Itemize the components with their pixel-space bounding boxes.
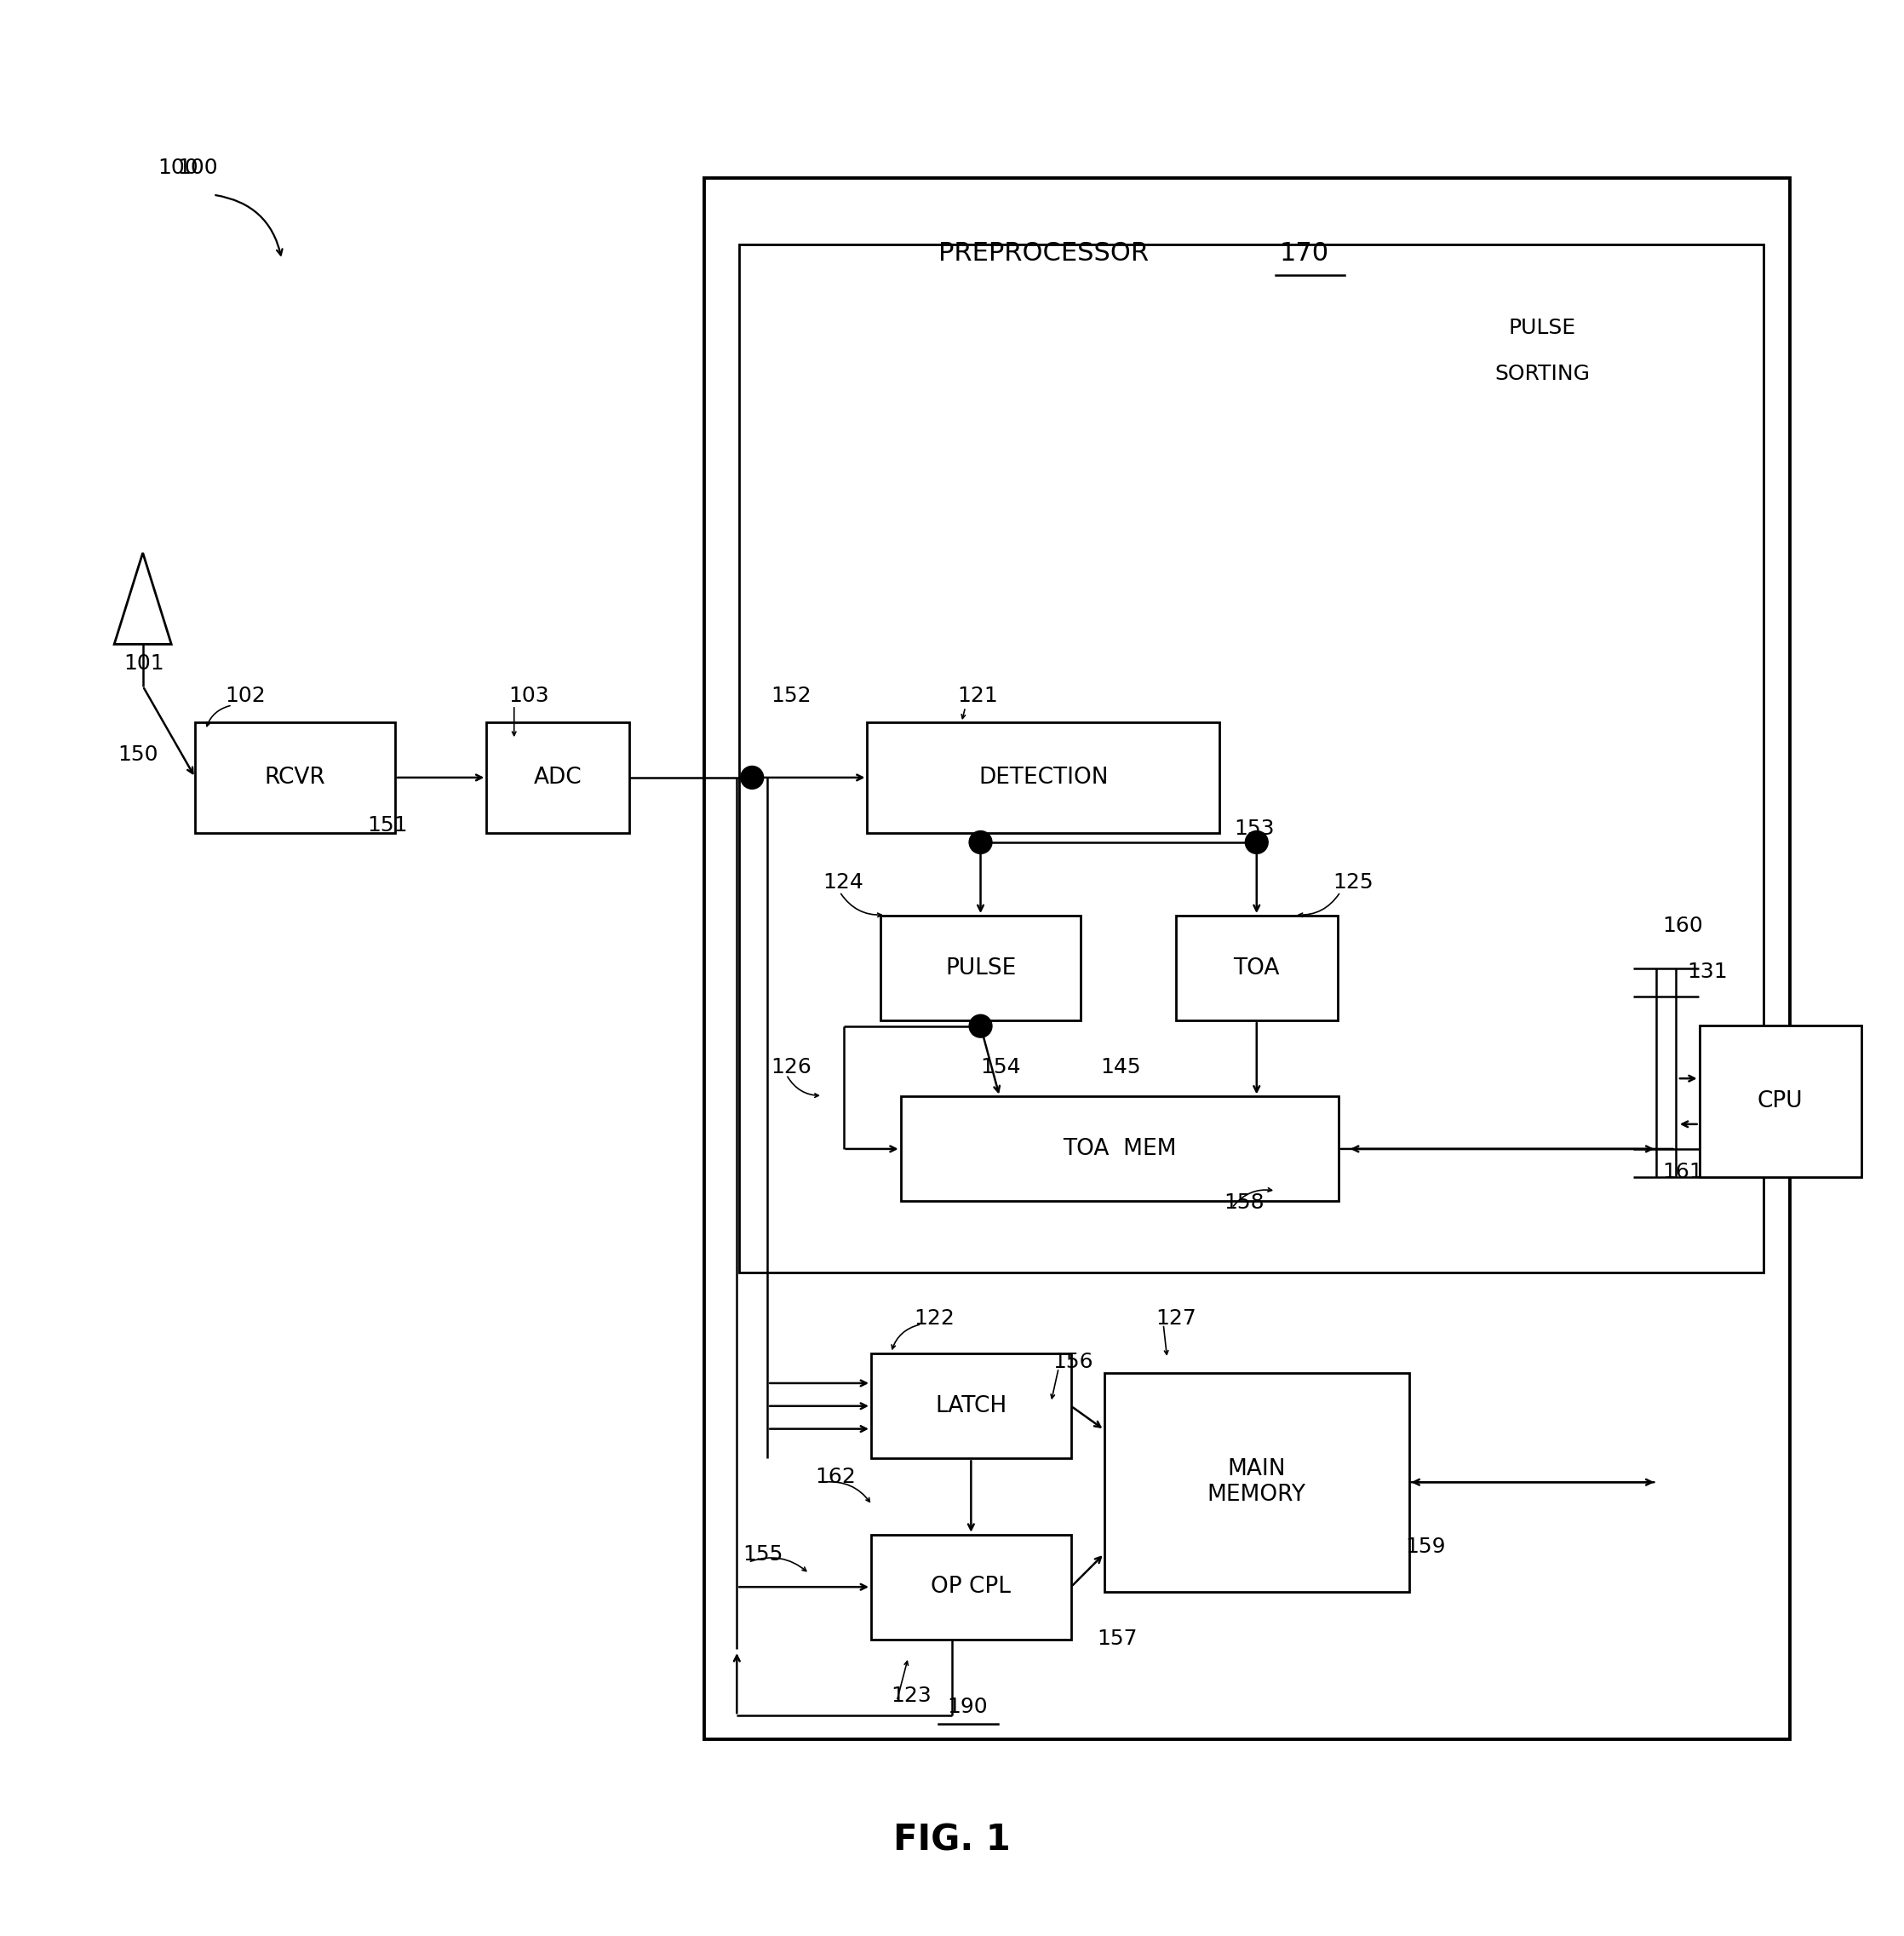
Text: 103: 103 — [508, 685, 548, 707]
Text: 154: 154 — [981, 1057, 1021, 1076]
FancyArrowPatch shape — [215, 196, 282, 256]
Circle shape — [741, 767, 764, 790]
Text: 122: 122 — [914, 1309, 954, 1328]
Text: 160: 160 — [1662, 916, 1702, 937]
FancyArrowPatch shape — [842, 894, 882, 918]
Text: 159: 159 — [1405, 1537, 1445, 1557]
FancyArrowPatch shape — [962, 709, 965, 718]
Text: 156: 156 — [1053, 1351, 1093, 1373]
FancyArrowPatch shape — [788, 1076, 819, 1098]
Text: 100: 100 — [158, 159, 198, 178]
Text: 153: 153 — [1234, 819, 1274, 838]
FancyArrowPatch shape — [1299, 894, 1339, 918]
Text: 158: 158 — [1224, 1193, 1264, 1212]
FancyArrowPatch shape — [1051, 1371, 1059, 1398]
Bar — [872, 1353, 1070, 1458]
Text: 102: 102 — [225, 685, 265, 707]
Text: 145: 145 — [1101, 1057, 1140, 1076]
Text: 170: 170 — [1279, 242, 1329, 265]
Text: LATCH: LATCH — [935, 1396, 1007, 1417]
Text: FIG. 1: FIG. 1 — [893, 1822, 1011, 1859]
FancyArrowPatch shape — [897, 1661, 908, 1700]
Text: 151: 151 — [367, 815, 407, 836]
FancyArrowPatch shape — [512, 707, 516, 736]
Text: PREPROCESSOR: PREPROCESSOR — [939, 242, 1148, 265]
Bar — [880, 916, 1081, 1020]
Circle shape — [969, 1014, 992, 1038]
Text: 161: 161 — [1662, 1162, 1702, 1183]
Text: CPU: CPU — [1757, 1090, 1803, 1113]
Text: 121: 121 — [958, 685, 998, 707]
Bar — [1177, 916, 1337, 1020]
Text: 101: 101 — [124, 652, 164, 674]
Polygon shape — [114, 554, 171, 645]
Text: 157: 157 — [1097, 1628, 1137, 1649]
Bar — [487, 722, 628, 832]
FancyArrowPatch shape — [750, 1558, 805, 1572]
Text: 162: 162 — [815, 1466, 855, 1487]
Text: 123: 123 — [891, 1686, 931, 1706]
Text: TOA: TOA — [1234, 956, 1279, 980]
FancyArrowPatch shape — [206, 707, 230, 726]
Bar — [1104, 1373, 1409, 1591]
Bar — [901, 1096, 1339, 1202]
Text: OP CPL: OP CPL — [931, 1576, 1011, 1597]
Text: 125: 125 — [1333, 871, 1373, 892]
Text: TOA  MEM: TOA MEM — [1062, 1138, 1177, 1160]
Text: ADC: ADC — [533, 767, 583, 788]
Text: 124: 124 — [823, 871, 863, 892]
Text: 126: 126 — [771, 1057, 811, 1076]
Text: 131: 131 — [1687, 962, 1727, 982]
FancyArrowPatch shape — [824, 1481, 870, 1502]
Text: 155: 155 — [743, 1545, 783, 1564]
Bar — [196, 722, 396, 832]
Text: 150: 150 — [118, 745, 158, 765]
Circle shape — [969, 831, 992, 854]
Text: 100: 100 — [177, 159, 217, 178]
Text: 190: 190 — [946, 1696, 988, 1717]
Text: PULSE: PULSE — [944, 956, 1017, 980]
Bar — [739, 244, 1763, 1272]
Text: PULSE: PULSE — [1508, 318, 1577, 339]
Text: RCVR: RCVR — [265, 767, 326, 788]
FancyArrowPatch shape — [1234, 1189, 1272, 1206]
Text: 127: 127 — [1156, 1309, 1196, 1328]
Bar — [868, 722, 1220, 832]
Text: 152: 152 — [771, 685, 811, 707]
FancyArrowPatch shape — [891, 1324, 920, 1349]
Text: DETECTION: DETECTION — [979, 767, 1108, 788]
Text: SORTING: SORTING — [1495, 364, 1590, 383]
Bar — [704, 178, 1790, 1739]
Circle shape — [1245, 831, 1268, 854]
Text: MAIN
MEMORY: MAIN MEMORY — [1207, 1458, 1306, 1506]
FancyArrowPatch shape — [1163, 1326, 1169, 1355]
Bar — [1700, 1026, 1862, 1177]
Bar — [872, 1535, 1070, 1640]
